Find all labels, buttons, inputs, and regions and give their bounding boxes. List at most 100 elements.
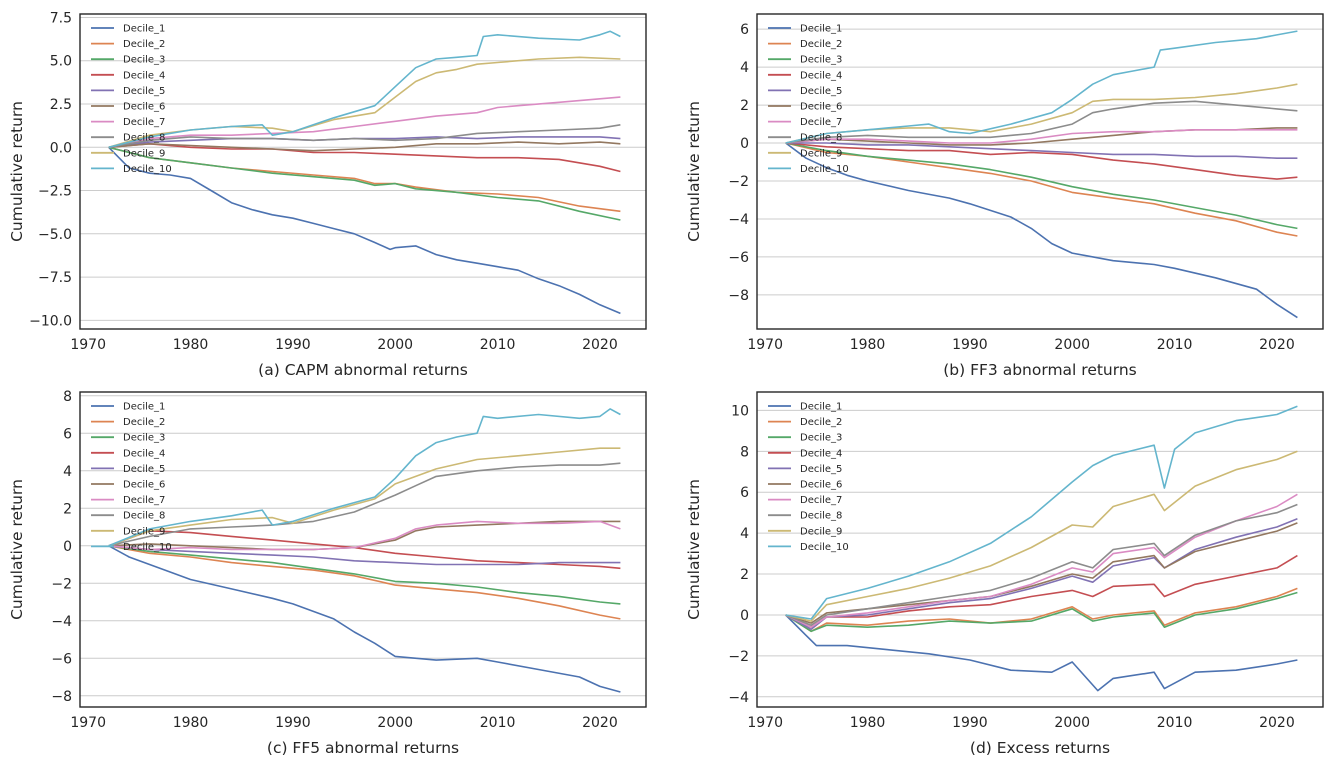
y-tick-label: 0 (740, 136, 749, 152)
y-tick-label: 2 (63, 501, 72, 517)
y-tick-label: 8 (63, 389, 72, 405)
legend: Decile_1 Decile_2 Decile_3 Decile_4 Decile_5… (768, 24, 849, 175)
x-tick-label: 2000 (377, 715, 413, 731)
legend-label: Decile_6 (123, 480, 165, 491)
y-axis-label: Cumulative return (8, 101, 26, 242)
legend-label: Decile_9 (800, 526, 842, 537)
series-line-decile-8 (785, 503, 1298, 626)
y-tick-label: 0 (740, 608, 749, 624)
legend-label: Decile_5 (123, 464, 165, 475)
panel-caption: (a) CAPM abnormal returns (258, 361, 468, 379)
y-tick-label: −5.0 (38, 227, 72, 243)
legend-label: Decile_3 (800, 433, 842, 444)
series-line-decile-5 (785, 518, 1298, 631)
y-tick-label: 6 (63, 426, 72, 442)
x-tick-label: 2010 (1157, 715, 1193, 731)
y-tick-label: −4 (728, 690, 749, 706)
series-line-decile-6 (108, 520, 621, 551)
y-tick-label: 10 (731, 403, 749, 419)
legend-label: Decile_1 (800, 24, 842, 35)
legend-label: Decile_3 (123, 55, 165, 66)
x-tick-label: 1970 (70, 715, 106, 731)
y-tick-label: −2.5 (38, 184, 72, 200)
chart-panel-1: −10.0 −7.5 −5.0 −2.5 0.0 2.5 5.0 7.5 1970 1980 199… (8, 10, 647, 379)
legend-label: Decile_3 (800, 55, 842, 66)
y-tick-label: 2 (740, 98, 749, 114)
legend-label: Decile_2 (800, 39, 842, 50)
y-tick-label: 4 (740, 60, 749, 76)
y-tick-label: −6 (51, 651, 72, 667)
legend-label: Decile_9 (123, 526, 165, 537)
legend-label: Decile_10 (800, 542, 849, 553)
plot-frame (756, 391, 1324, 708)
series-line-decile-2 (108, 545, 621, 620)
y-axis-label: Cumulative return (8, 479, 26, 620)
x-tick-label: 2010 (480, 337, 516, 353)
y-tick-label: 6 (740, 485, 749, 501)
series-line-decile-3 (785, 142, 1298, 230)
series-line-decile-5 (785, 142, 1298, 159)
y-tick-label: 8 (740, 444, 749, 460)
legend-label: Decile_4 (800, 70, 842, 81)
plot-frame (756, 13, 1324, 330)
y-tick-label: 5.0 (50, 54, 72, 70)
series-line-decile-4 (108, 143, 621, 173)
legend-label: Decile_7 (800, 495, 842, 506)
y-tick-label: −7.5 (38, 270, 72, 286)
legend-label: Decile_2 (123, 417, 165, 428)
series-line-decile-9 (785, 450, 1298, 622)
series-line-decile-8 (785, 100, 1298, 144)
legend-label: Decile_8 (123, 133, 165, 144)
legend-label: Decile_3 (123, 433, 165, 444)
legend-label: Decile_7 (123, 495, 165, 506)
x-tick-label: 1970 (70, 337, 106, 353)
legend-label: Decile_4 (123, 448, 165, 459)
y-tick-label: 4 (740, 526, 749, 542)
y-tick-label: 0 (63, 539, 72, 555)
series-line-decile-9 (108, 447, 621, 547)
x-tick-label: 2000 (1054, 715, 1090, 731)
series-line-decile-1 (785, 614, 1298, 692)
x-tick-label: 2000 (1054, 337, 1090, 353)
legend-label: Decile_9 (800, 148, 842, 159)
x-tick-label: 2020 (582, 715, 618, 731)
series-line-decile-10 (785, 30, 1298, 144)
series-line-decile-8 (108, 462, 621, 547)
y-tick-label: 0.0 (50, 140, 72, 156)
x-tick-label: 1990 (952, 715, 988, 731)
series-line-decile-3 (108, 146, 621, 221)
x-tick-label: 1970 (747, 337, 783, 353)
y-tick-label: −2 (51, 576, 72, 592)
plot-frame (79, 391, 647, 708)
legend-label: Decile_6 (800, 102, 842, 113)
y-tick-label: −8 (51, 689, 72, 705)
legend-label: Decile_5 (800, 86, 842, 97)
series-line-decile-9 (108, 56, 621, 149)
legend-label: Decile_10 (800, 164, 849, 175)
series-line-decile-8 (108, 124, 621, 149)
series-line-decile-1 (108, 146, 621, 315)
legend-label: Decile_4 (800, 448, 842, 459)
y-axis-label: Cumulative return (685, 101, 703, 242)
legend-label: Decile_8 (800, 511, 842, 522)
x-tick-label: 1990 (952, 337, 988, 353)
legend-label: Decile_7 (800, 117, 842, 128)
series-line-decile-10 (108, 408, 621, 547)
legend-label: Decile_5 (123, 86, 165, 97)
legend: Decile_1 Decile_2 Decile_3 Decile_4 Decile_5… (768, 402, 849, 553)
series-line-decile-4 (785, 142, 1298, 180)
x-tick-label: 2020 (582, 337, 618, 353)
legend-label: Decile_6 (123, 102, 165, 113)
legend: Decile_1 Decile_2 Decile_3 Decile_4 Decile_5… (91, 24, 172, 175)
series-line-decile-10 (108, 30, 621, 149)
legend-label: Decile_1 (123, 402, 165, 413)
series-line-decile-5 (108, 136, 621, 149)
series-line-decile-1 (785, 142, 1298, 319)
y-tick-label: −2 (728, 649, 749, 665)
series-line-decile-5 (108, 545, 621, 566)
y-axis-label: Cumulative return (685, 479, 703, 620)
x-tick-label: 1980 (173, 715, 209, 731)
series-line-decile-6 (785, 522, 1298, 624)
legend-label: Decile_2 (800, 417, 842, 428)
series-line-decile-7 (785, 493, 1298, 628)
